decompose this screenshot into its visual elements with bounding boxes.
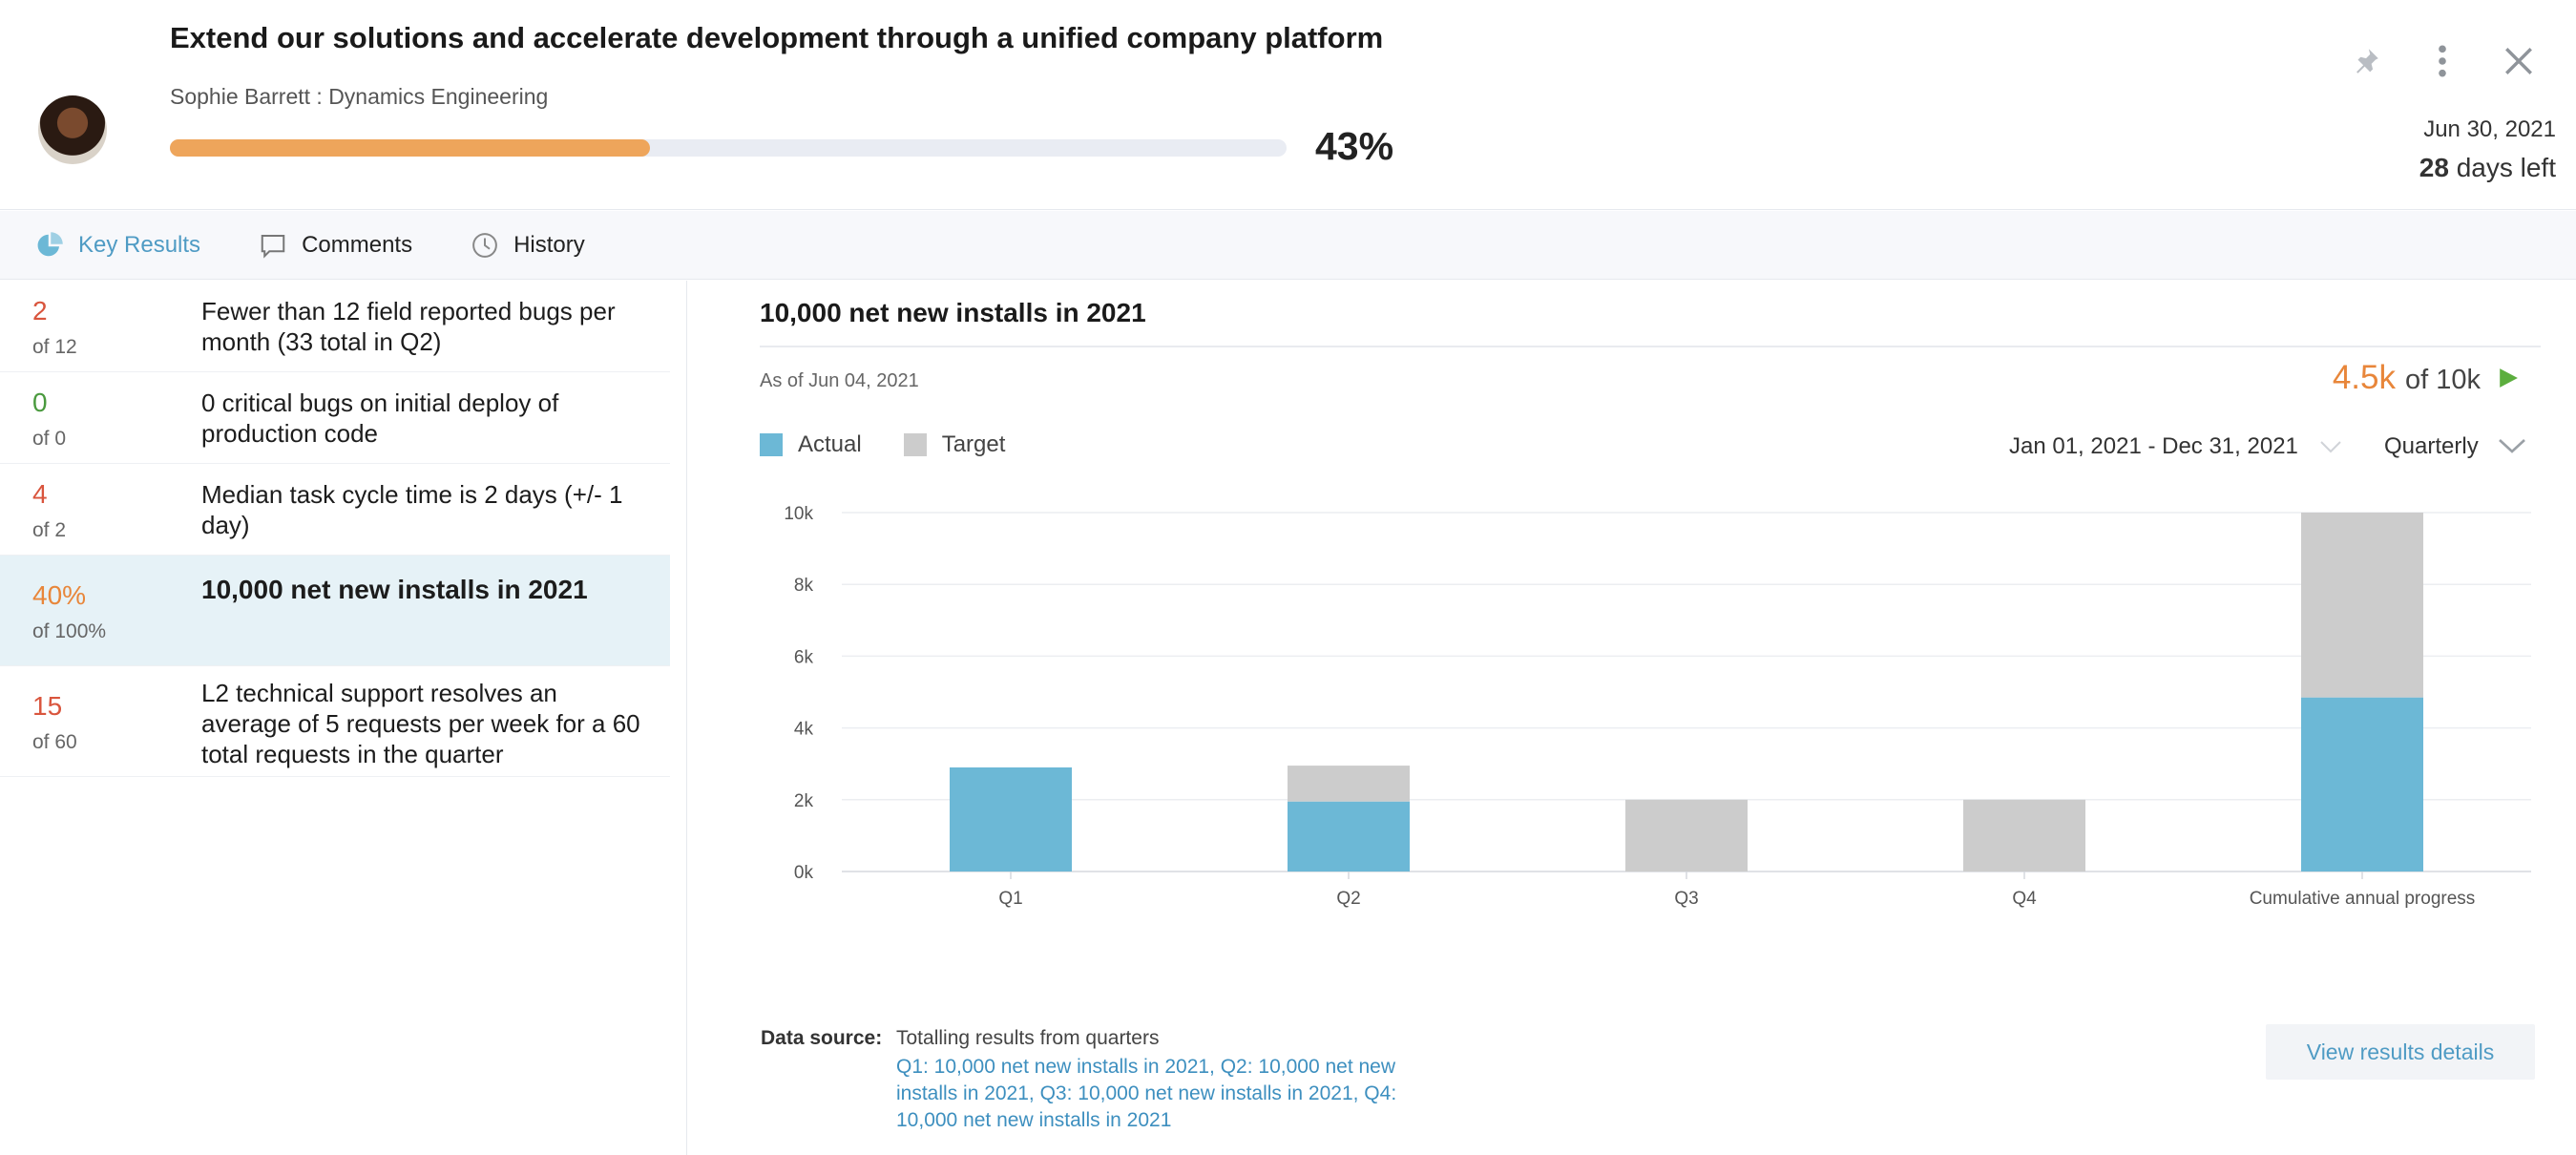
bar-target xyxy=(1288,766,1410,802)
kr-description: Median task cycle time is 2 days (+/- 1 … xyxy=(201,480,623,539)
divider xyxy=(760,346,2541,347)
data-source-label: Data source: xyxy=(761,1027,883,1049)
tab-label: Comments xyxy=(302,231,413,258)
current-value: 4.5k xyxy=(2332,359,2396,396)
key-result-item[interactable]: 15 of 60 L2 technical support resolves a… xyxy=(0,666,670,777)
bar-target xyxy=(1963,799,2085,872)
chevron-down-icon xyxy=(2319,433,2342,460)
key-result-item-selected[interactable]: 40% of 100% 10,000 net new installs in 2… xyxy=(0,556,670,666)
panel-divider xyxy=(686,281,687,1155)
days-left-number: 28 xyxy=(2419,153,2449,182)
y-tick-label: 8k xyxy=(794,576,814,596)
installs-bar-chart: 0k 2k 4k 6k 8k 10k Q1 Q2 Q3 Q4 Cumulative annual p… xyxy=(784,504,2531,909)
kr-description: 0 critical bugs on initial deploy of pro… xyxy=(201,388,559,448)
y-tick-label: 10k xyxy=(784,504,813,524)
x-tick-label: Q1 xyxy=(998,889,1022,909)
legend-label: Actual xyxy=(798,431,862,457)
clock-icon xyxy=(470,230,500,261)
kr-description: 10,000 net new installs in 2021 xyxy=(201,575,588,604)
y-tick-label: 4k xyxy=(794,720,814,740)
y-tick-label: 2k xyxy=(794,791,814,811)
key-result-item[interactable]: 2 of 12 Fewer than 12 field reported bug… xyxy=(0,281,670,372)
bar-actual xyxy=(1288,801,1410,872)
objective-owner[interactable]: Sophie Barrett : Dynamics Engineering xyxy=(170,84,549,109)
kr-value: 0 xyxy=(32,388,48,417)
view-results-details-button[interactable]: View results details xyxy=(2266,1024,2535,1080)
more-vertical-icon[interactable] xyxy=(2423,42,2461,80)
key-result-item[interactable]: 0 of 0 0 critical bugs on initial deploy… xyxy=(0,372,670,464)
days-left-suffix: days left xyxy=(2448,153,2556,182)
tab-key-results[interactable]: Key Results xyxy=(34,230,200,261)
kr-value: 4 xyxy=(32,479,48,509)
tab-bar: Key Results Comments History xyxy=(0,211,2576,280)
data-source-link[interactable]: Q1: 10,000 net new installs in 2021, Q2:… xyxy=(896,1056,1397,1131)
date-range-select[interactable]: Jan 01, 2021 - Dec 31, 2021 xyxy=(2009,433,2342,460)
kr-target: of 60 xyxy=(32,731,77,753)
chevron-down-icon xyxy=(2498,433,2526,460)
y-tick-label: 6k xyxy=(794,647,814,667)
kr-target: of 2 xyxy=(32,519,67,541)
kr-target: of 0 xyxy=(32,428,67,450)
tab-comments[interactable]: Comments xyxy=(258,230,412,261)
bar-actual xyxy=(950,766,1072,872)
close-icon[interactable] xyxy=(2500,42,2538,80)
tab-history[interactable]: History xyxy=(470,230,585,261)
key-results-list: 2 of 12 Fewer than 12 field reported bug… xyxy=(0,281,670,777)
chart-legend: Actual Target xyxy=(760,431,1005,458)
period-value: Quarterly xyxy=(2384,433,2479,459)
progress-bar xyxy=(170,139,1287,157)
play-icon[interactable] xyxy=(2498,368,2519,388)
legend-target: Target xyxy=(903,431,1006,458)
data-source-text: Totalling results from quarters xyxy=(896,1027,1160,1049)
kr-target: of 100% xyxy=(32,620,107,642)
period-select[interactable]: Quarterly xyxy=(2384,433,2526,460)
due-date: Jun 30, 2021 xyxy=(2423,116,2556,142)
x-tick-label: Q3 xyxy=(1674,889,1698,909)
x-tick-label: Q4 xyxy=(2012,889,2037,909)
kr-value: 40% xyxy=(32,580,87,610)
bar-target xyxy=(1625,799,1748,872)
days-left: 28 days left xyxy=(2419,153,2556,183)
progress-summary: 4.5k of 10k xyxy=(2333,359,2519,397)
legend-label: Target xyxy=(941,431,1006,457)
header-actions xyxy=(2347,42,2538,80)
legend-swatch-actual xyxy=(760,433,783,456)
legend-actual: Actual xyxy=(760,431,862,458)
pin-icon[interactable] xyxy=(2347,42,2385,80)
avatar[interactable] xyxy=(38,95,107,164)
objective-header: Extend our solutions and accelerate deve… xyxy=(0,0,2576,210)
kr-value: 2 xyxy=(32,296,48,326)
x-tick-label: Q2 xyxy=(1336,889,1360,909)
target-value: of 10k xyxy=(2405,365,2481,395)
detail-title: 10,000 net new installs in 2021 xyxy=(760,298,1146,327)
comment-icon xyxy=(258,230,288,261)
kr-description: L2 technical support resolves an average… xyxy=(201,679,640,768)
progress-bar-fill xyxy=(170,139,651,157)
bar-target xyxy=(2301,513,2423,698)
kr-description: Fewer than 12 field reported bugs per mo… xyxy=(201,297,616,356)
legend-swatch-target xyxy=(903,433,927,456)
as-of-date: As of Jun 04, 2021 xyxy=(760,370,919,391)
pie-chart-icon xyxy=(34,230,65,261)
bar-actual xyxy=(2301,697,2423,872)
objective-title: Extend our solutions and accelerate deve… xyxy=(170,21,1384,54)
tab-label: History xyxy=(513,231,585,258)
y-tick-label: 0k xyxy=(794,863,814,883)
date-range-value: Jan 01, 2021 - Dec 31, 2021 xyxy=(2009,433,2298,459)
x-tick-label: Cumulative annual progress xyxy=(2250,889,2476,909)
kr-target: of 12 xyxy=(32,336,77,358)
key-result-item[interactable]: 4 of 2 Median task cycle time is 2 days … xyxy=(0,464,670,556)
kr-value: 15 xyxy=(32,691,63,721)
tab-label: Key Results xyxy=(78,231,201,258)
progress-percent: 43% xyxy=(1315,124,1394,168)
